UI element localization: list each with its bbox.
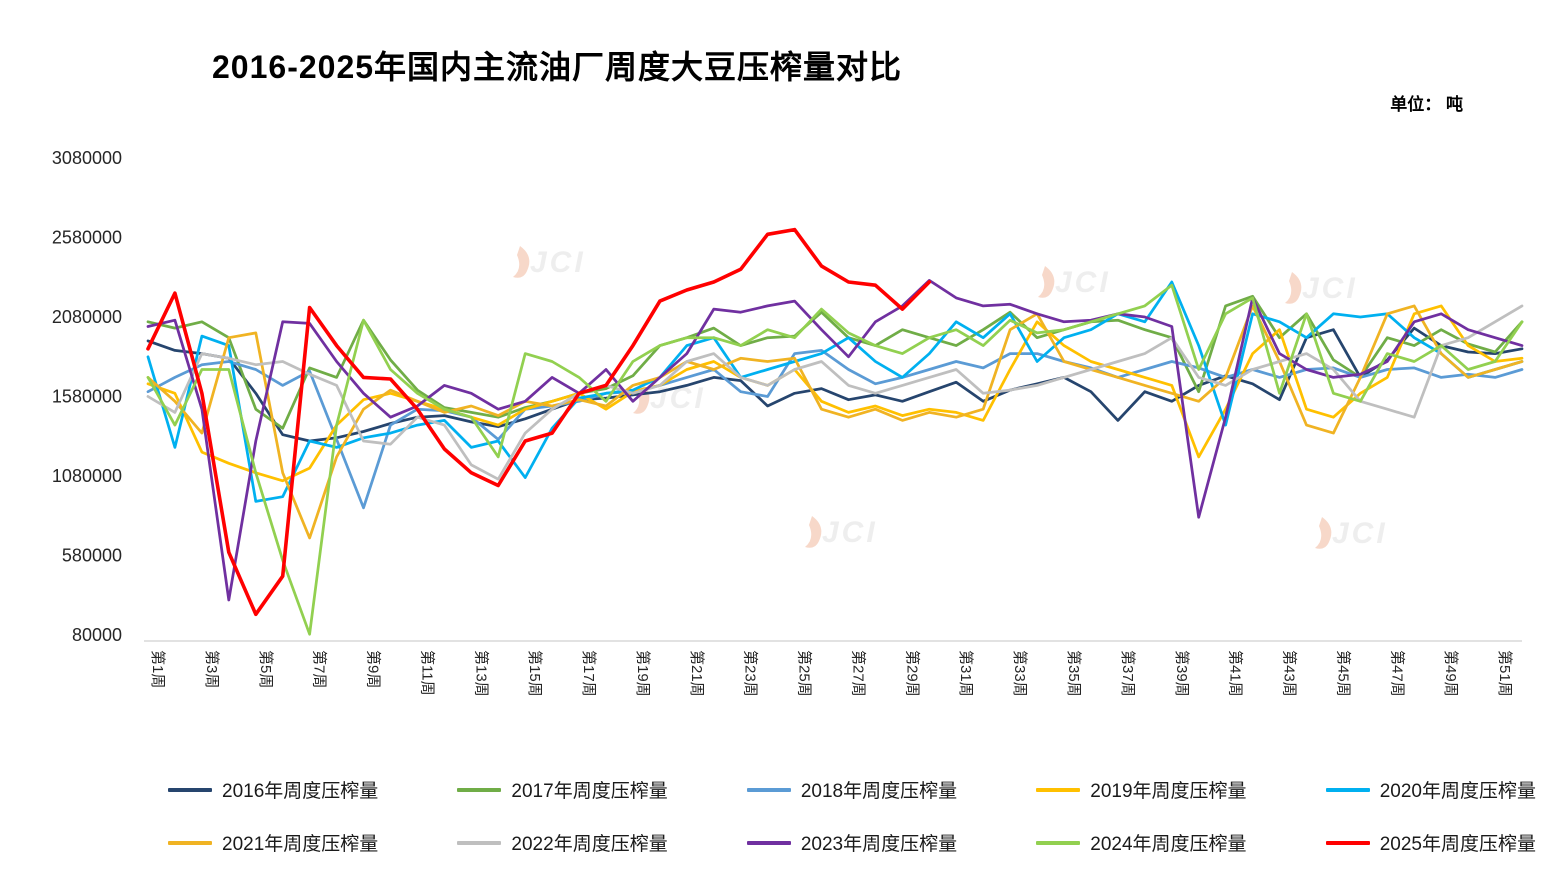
x-tick-label: 第7周 bbox=[311, 650, 329, 688]
legend-label: 2019年周度压榨量 bbox=[1090, 781, 1247, 802]
x-tick-label: 第19周 bbox=[634, 650, 652, 697]
jci-watermark: JCI bbox=[513, 246, 586, 279]
legend-row-2: 2021年周度压榨量 2022年周度压榨量 2023年周度压榨量 2024年周度压榨量… bbox=[168, 829, 1536, 856]
legend-item-2020: 2020年周度压榨量 bbox=[1325, 776, 1536, 803]
y-tick-label: 2580000 bbox=[52, 228, 122, 248]
jci-watermark: JCI bbox=[633, 382, 703, 415]
x-tick-label: 第29周 bbox=[903, 650, 921, 697]
watermark-text: JCI bbox=[822, 516, 878, 549]
series-line-2024 bbox=[146, 283, 1524, 636]
series-line-2023 bbox=[146, 279, 1524, 602]
legend-swatch bbox=[746, 787, 791, 792]
x-tick-label: 第11周 bbox=[418, 650, 436, 696]
legend-item-2022: 2022年周度压榨量 bbox=[457, 829, 668, 856]
x-tick-label: 第15周 bbox=[526, 650, 544, 697]
x-tick-label: 第21周 bbox=[688, 650, 706, 697]
x-tick-label: 第3周 bbox=[203, 650, 221, 688]
watermark-text: JCI bbox=[1055, 266, 1111, 299]
y-tick-label: 3080000 bbox=[52, 148, 122, 168]
legend-swatch bbox=[168, 840, 212, 845]
legend-item-2024: 2024年周度压榨量 bbox=[1036, 829, 1247, 856]
x-tick-label: 第47周 bbox=[1388, 650, 1406, 697]
legend-item-2025: 2025年周度压榨量 bbox=[1325, 829, 1536, 856]
series-line-2020 bbox=[146, 280, 1524, 503]
legend-item-2018: 2018年周度压榨量 bbox=[746, 776, 958, 803]
legend-label: 2022年周度压榨量 bbox=[511, 834, 668, 855]
x-tick-label: 第9周 bbox=[365, 650, 383, 688]
y-tick-label: 2080000 bbox=[52, 307, 122, 327]
y-tick-label: 580000 bbox=[62, 546, 122, 566]
x-tick-label: 第23周 bbox=[742, 650, 760, 697]
legend-label: 2021年周度压榨量 bbox=[222, 834, 379, 855]
jci-watermark: JCI bbox=[805, 516, 878, 549]
watermark-text: JCI bbox=[530, 246, 586, 279]
x-tick-label: 第45周 bbox=[1334, 650, 1352, 697]
series-line-2025 bbox=[146, 227, 932, 617]
watermark-text: JCI bbox=[1332, 517, 1388, 550]
legend-item-2021: 2021年周度压榨量 bbox=[168, 829, 378, 856]
legend-swatch bbox=[1036, 840, 1081, 845]
watermark-text: JCI bbox=[1302, 272, 1358, 305]
legend-item-2019: 2019年周度压榨量 bbox=[1036, 776, 1247, 803]
legend-label: 2020年周度压榨量 bbox=[1379, 781, 1536, 802]
x-tick-label: 第1周 bbox=[149, 650, 167, 688]
watermark-swoosh-icon bbox=[1285, 272, 1302, 304]
legend-item-2017: 2017年周度压榨量 bbox=[457, 776, 668, 803]
series-line-2017 bbox=[146, 294, 1524, 430]
x-tick-label: 第43周 bbox=[1281, 650, 1299, 697]
jci-watermark: JCI bbox=[1285, 272, 1358, 305]
watermark-swoosh-icon bbox=[1038, 266, 1055, 298]
legend-label: 2023年周度压榨量 bbox=[800, 834, 958, 855]
legend-swatch bbox=[168, 787, 212, 792]
series-line-2019 bbox=[146, 304, 1524, 483]
legend-swatch bbox=[1325, 787, 1370, 792]
jci-watermark: JCI bbox=[1038, 266, 1111, 299]
legend-item-2023: 2023年周度压榨量 bbox=[746, 829, 958, 856]
legend-label: 2016年周度压榨量 bbox=[222, 781, 379, 802]
x-tick-label: 第35周 bbox=[1065, 650, 1083, 697]
watermark-swoosh-icon bbox=[513, 246, 530, 278]
series-line-2021 bbox=[146, 304, 1524, 540]
y-tick-label: 1580000 bbox=[52, 387, 122, 407]
unit-label: 单位： 吨 bbox=[1390, 95, 1463, 114]
x-tick-label: 第49周 bbox=[1442, 650, 1460, 697]
legend-swatch bbox=[1325, 840, 1370, 845]
x-tick-label: 第41周 bbox=[1227, 650, 1245, 697]
legend-item-2016: 2016年周度压榨量 bbox=[168, 776, 378, 803]
chart-title: 2016-2025年国内主流油厂周度大豆压榨量对比 bbox=[212, 49, 903, 85]
x-tick-label: 第37周 bbox=[1119, 650, 1137, 697]
legend-swatch bbox=[457, 787, 502, 792]
legend-swatch bbox=[457, 840, 502, 845]
x-tick-label: 第27周 bbox=[849, 650, 867, 697]
watermark-swoosh-icon bbox=[1315, 517, 1332, 549]
x-tick-label: 第39周 bbox=[1173, 650, 1191, 697]
x-tick-label: 第33周 bbox=[1011, 650, 1029, 697]
legend-label: 2018年周度压榨量 bbox=[800, 781, 958, 802]
y-tick-label: 1080000 bbox=[52, 466, 122, 486]
x-tick-label: 第13周 bbox=[472, 650, 490, 697]
legend-label: 2024年周度压榨量 bbox=[1090, 834, 1247, 855]
x-tick-label: 第25周 bbox=[796, 650, 814, 697]
x-tick-label: 第31周 bbox=[957, 650, 975, 697]
y-tick-label: 80000 bbox=[72, 625, 122, 645]
legend-label: 2017年周度压榨量 bbox=[511, 781, 668, 802]
legend-swatch bbox=[1036, 787, 1081, 792]
x-tick-label: 第51周 bbox=[1496, 650, 1514, 697]
watermark-swoosh-icon bbox=[805, 516, 822, 548]
legend-label: 2025年周度压榨量 bbox=[1379, 834, 1536, 855]
legend-swatch bbox=[746, 840, 791, 845]
x-tick-label: 第5周 bbox=[257, 650, 275, 688]
legend-row-1: 2016年周度压榨量 2017年周度压榨量 2018年周度压榨量 2019年周度压榨量… bbox=[168, 776, 1536, 803]
x-tick-label: 第17周 bbox=[580, 650, 598, 697]
jci-watermark: JCI bbox=[1315, 517, 1388, 550]
